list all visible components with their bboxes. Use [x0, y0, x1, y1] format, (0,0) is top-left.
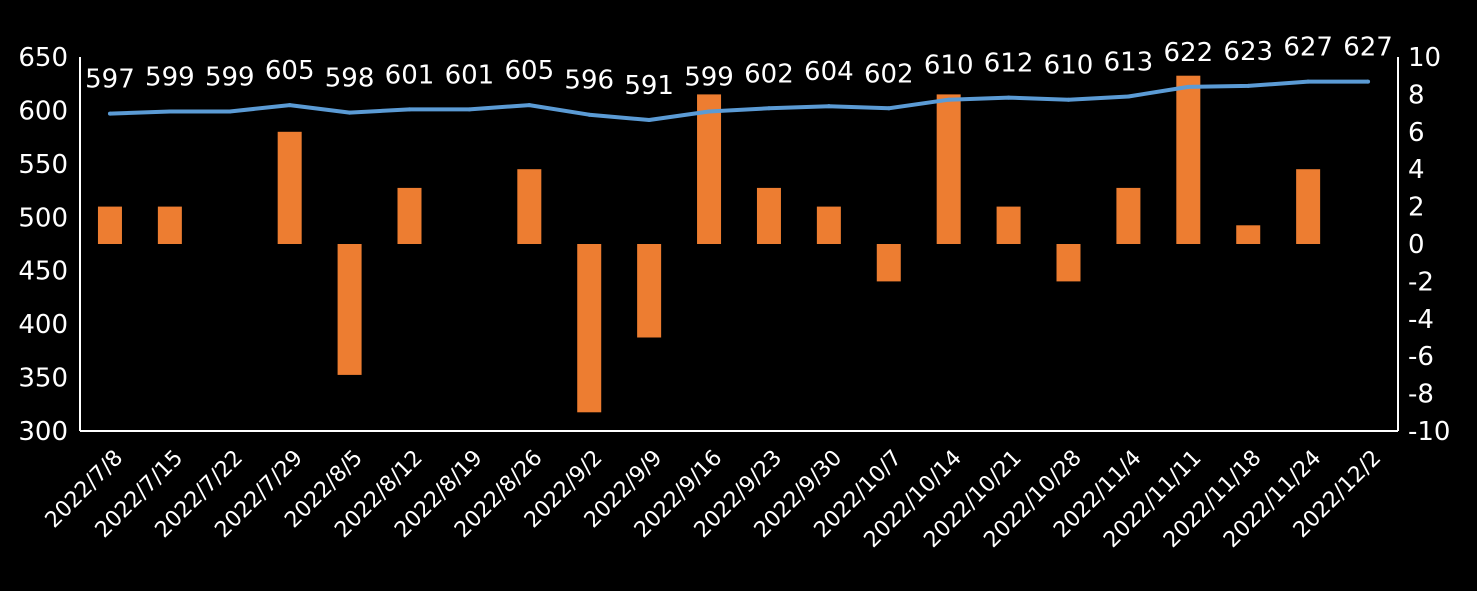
y-right-tick-label: 4	[1408, 155, 1425, 185]
y-right-tick-label: -8	[1408, 380, 1434, 410]
data-label: 610	[1044, 51, 1094, 81]
y-right-tick-label: 0	[1408, 230, 1425, 260]
data-label: 602	[864, 59, 914, 89]
y-left-tick-label: 550	[18, 150, 68, 180]
line-point	[826, 104, 831, 109]
bar	[697, 94, 722, 245]
line-point	[1126, 94, 1131, 99]
y-left-tick-label: 600	[18, 96, 68, 126]
data-label: 601	[445, 60, 495, 90]
y-right-tick-label: 8	[1408, 80, 1425, 110]
data-label: 597	[85, 65, 135, 95]
line-point	[1246, 83, 1251, 88]
data-label: 598	[325, 64, 375, 94]
line-point	[1366, 79, 1371, 84]
line-point	[347, 110, 352, 115]
bar	[1236, 225, 1261, 244]
line-point	[107, 111, 112, 116]
y-left-tick-label: 500	[18, 203, 68, 233]
bar	[756, 187, 781, 244]
y-left-tick-label: 300	[18, 417, 68, 447]
line-point	[527, 103, 532, 108]
data-label: 601	[385, 60, 435, 90]
data-label: 591	[624, 71, 674, 101]
data-label: 599	[145, 62, 195, 92]
data-label: 605	[504, 56, 554, 86]
data-label: 596	[564, 66, 614, 96]
line-point	[886, 106, 891, 111]
data-label: 613	[1104, 48, 1154, 78]
line-point	[1066, 97, 1071, 102]
bar	[1296, 169, 1321, 244]
line-point	[467, 107, 472, 112]
bar	[936, 94, 961, 245]
data-label: 602	[744, 59, 794, 89]
y-right-tick-label: -2	[1408, 267, 1434, 297]
data-label: 627	[1343, 33, 1393, 63]
bar	[816, 206, 841, 244]
data-label: 610	[924, 51, 974, 81]
line-point	[1306, 79, 1311, 84]
y-right-tick-label: -4	[1408, 305, 1434, 335]
data-label: 622	[1163, 38, 1213, 68]
data-label: 604	[804, 57, 854, 87]
bar	[277, 131, 302, 244]
line-point	[1006, 95, 1011, 100]
data-label: 612	[984, 49, 1034, 79]
line-point	[647, 118, 652, 123]
line-point	[707, 109, 712, 114]
bar	[517, 169, 542, 244]
bar	[1056, 244, 1081, 282]
data-label: 627	[1283, 33, 1333, 63]
y-right-tick-label: 2	[1408, 193, 1425, 223]
line-point	[766, 106, 771, 111]
y-left-tick-label: 350	[18, 364, 68, 394]
data-label: 599	[205, 62, 255, 92]
line-series	[109, 79, 1368, 122]
line-point	[287, 103, 292, 108]
line-point	[1186, 84, 1191, 89]
line-point	[587, 112, 592, 117]
bar	[397, 187, 422, 244]
bar	[1116, 187, 1141, 244]
line-point	[167, 109, 172, 114]
line-point	[227, 109, 232, 114]
bar	[157, 206, 182, 244]
data-label: 599	[684, 62, 734, 92]
bar	[97, 206, 122, 244]
y-right-tick-label: 6	[1408, 118, 1425, 148]
line-point	[407, 107, 412, 112]
bar	[996, 206, 1021, 244]
y-right-tick-label: 10	[1408, 43, 1441, 73]
data-label: 623	[1223, 37, 1273, 67]
bar	[337, 244, 362, 375]
plot-area: 300 350 400 450 500 550 600 650 -10 -8 -6 -4 -2 0 2 4 6 8…	[18, 33, 1450, 553]
line-point	[946, 97, 951, 102]
y-right-tick-label: -6	[1408, 342, 1434, 372]
bar	[577, 244, 602, 413]
y-right-tick-label: -10	[1408, 417, 1450, 447]
y-left-tick-label: 400	[18, 310, 68, 340]
y-left-tick-label: 450	[18, 257, 68, 287]
data-label: 605	[265, 56, 315, 86]
bar	[637, 244, 662, 338]
bar	[876, 244, 901, 282]
y-left-tick-label: 650	[18, 43, 68, 73]
bar	[1176, 75, 1201, 244]
